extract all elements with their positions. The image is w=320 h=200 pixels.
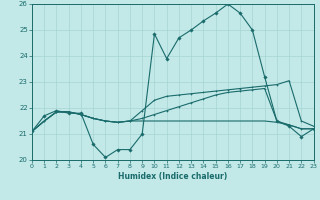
X-axis label: Humidex (Indice chaleur): Humidex (Indice chaleur): [118, 172, 228, 181]
